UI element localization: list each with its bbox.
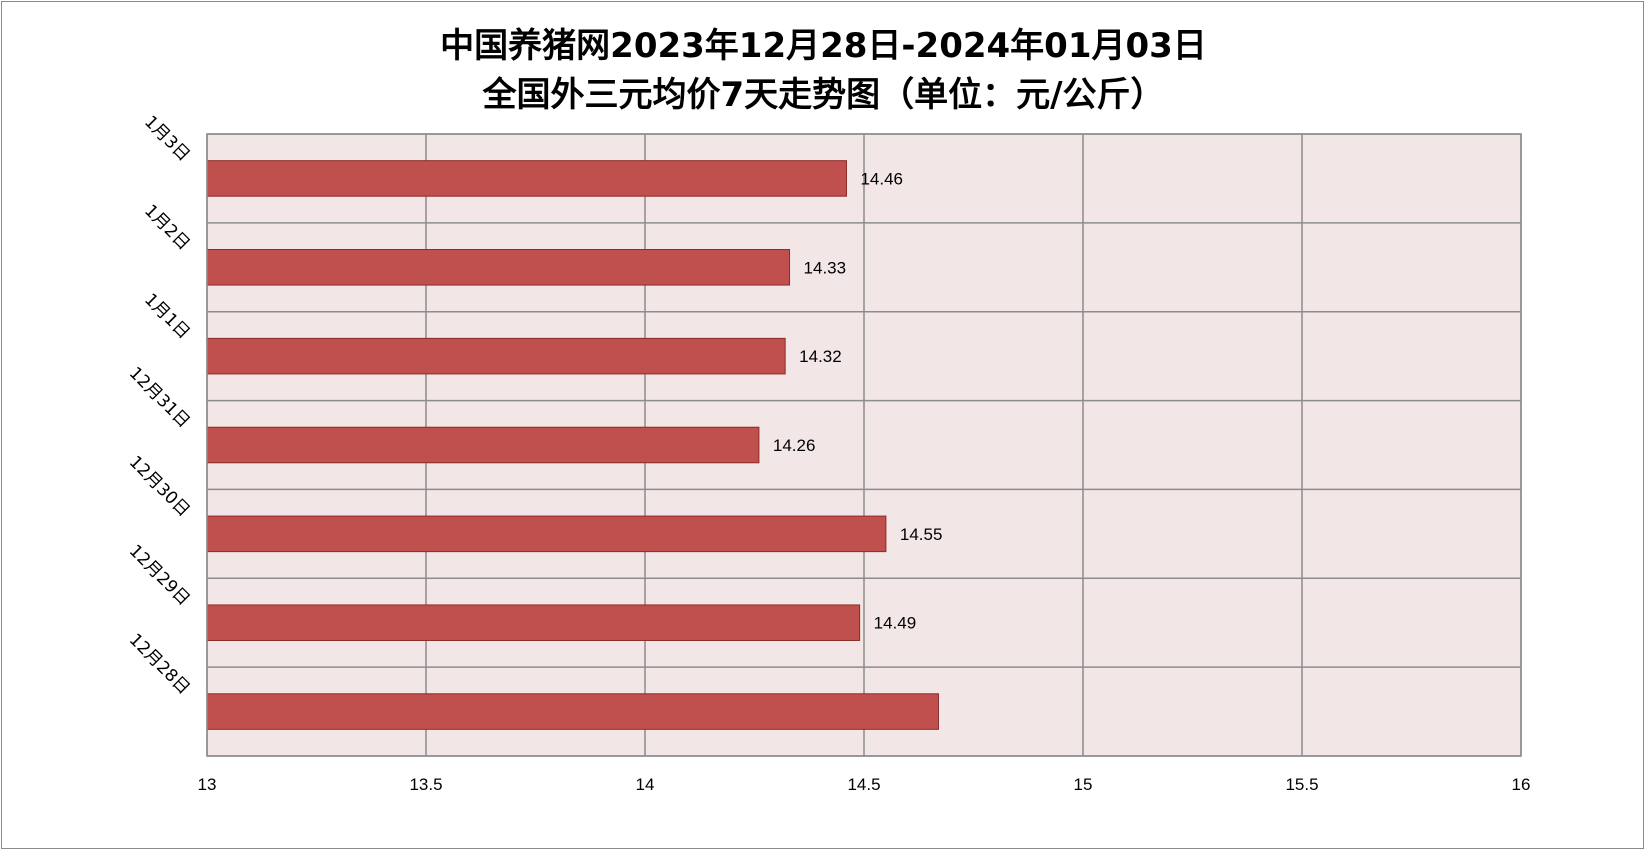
x-tick-label: 16	[1512, 775, 1531, 794]
x-tick-label: 14	[636, 775, 655, 794]
plot-border	[206, 133, 1522, 757]
bar	[206, 515, 887, 553]
x-tick-label: 13	[198, 775, 217, 794]
category-label: 1月3日	[140, 112, 193, 165]
x-tick-label: 13.5	[409, 775, 442, 794]
bar	[206, 337, 786, 375]
x-tick-label: 15.5	[1285, 775, 1318, 794]
category-label: 12月30日	[125, 452, 194, 521]
bar	[206, 693, 939, 730]
data-label: 14.32	[799, 347, 842, 366]
x-tick-label: 15	[1074, 775, 1093, 794]
bar	[206, 160, 847, 197]
data-label: 14.26	[773, 436, 816, 455]
category-label: 12月28日	[125, 630, 194, 699]
category-label: 12月29日	[125, 541, 194, 610]
chart-title-line-2: 全国外三元均价7天走势图（单位：元/公斤）	[482, 75, 1165, 115]
category-label: 1月2日	[140, 201, 193, 254]
category-label: 1月1日	[140, 290, 193, 343]
data-label: 14.33	[804, 258, 847, 277]
data-label: 14.55	[900, 525, 943, 544]
bar	[206, 426, 760, 464]
x-tick-label: 14.5	[847, 775, 880, 794]
chart-title-line-1: 中国养猪网2023年12月28日-2024年01月03日	[440, 26, 1207, 66]
category-label: 12月31日	[125, 363, 194, 432]
data-label: 14.49	[874, 614, 917, 633]
bar	[206, 604, 861, 641]
bar	[206, 249, 791, 286]
data-label: 14.46	[860, 169, 903, 188]
